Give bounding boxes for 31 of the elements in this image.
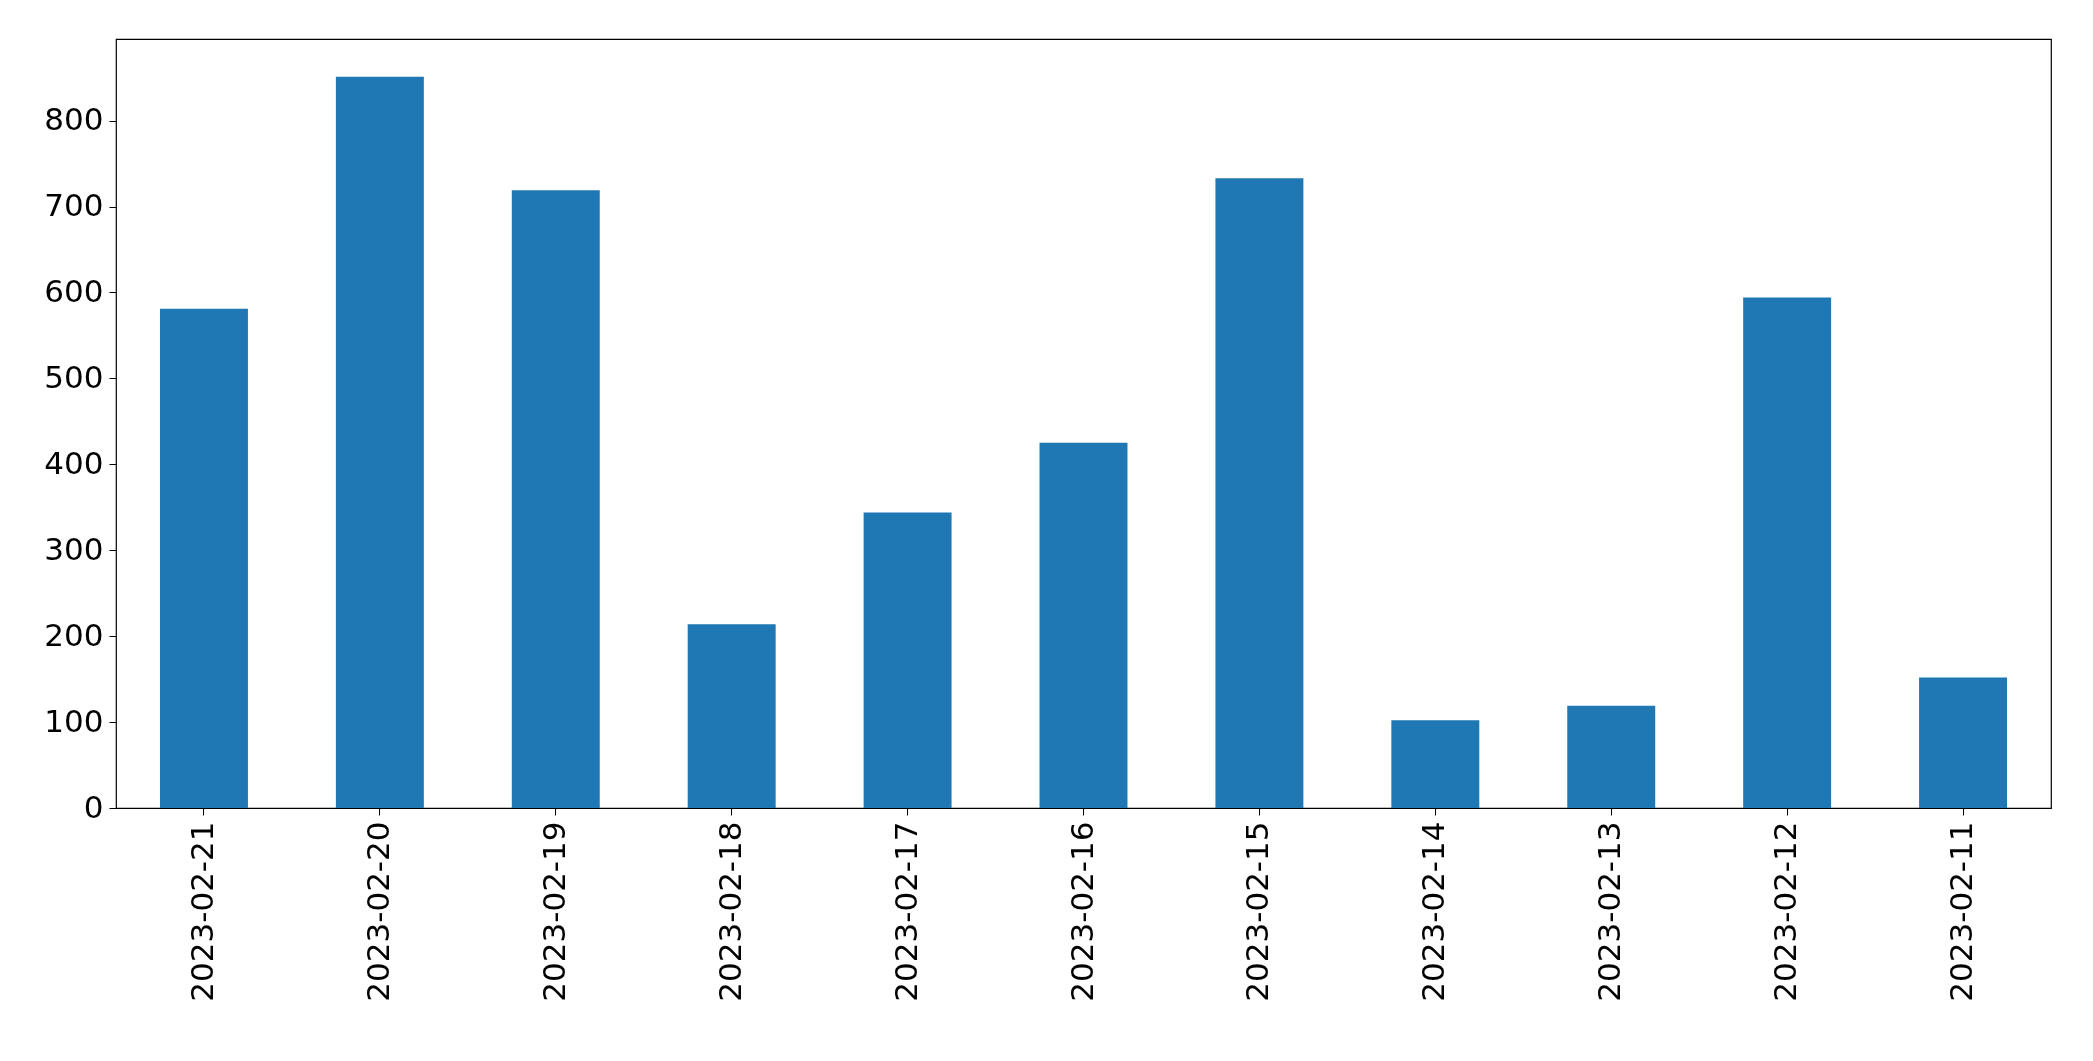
y-tick-label: 700 (44, 187, 104, 224)
x-tick-label: 2023-02-11 (1943, 821, 1980, 1002)
x-tick-label: 2023-02-13 (1591, 821, 1628, 1002)
y-tick-label: 300 (44, 530, 104, 567)
y-tick-label: 200 (44, 616, 104, 653)
bar (1039, 442, 1128, 808)
bar (1567, 705, 1656, 808)
bar (1743, 297, 1832, 808)
x-tick-label: 2023-02-12 (1767, 821, 1804, 1002)
bar (1391, 720, 1480, 808)
bar (511, 190, 600, 808)
bar (335, 76, 424, 808)
x-tick-label: 2023-02-18 (711, 821, 748, 1002)
x-tick-label: 2023-02-19 (535, 821, 572, 1002)
x-tick-label: 2023-02-20 (359, 821, 396, 1002)
y-tick-label: 800 (44, 101, 104, 138)
bar (687, 624, 776, 808)
x-tick-label: 2023-02-14 (1415, 821, 1452, 1002)
x-tick-label: 2023-02-15 (1239, 821, 1276, 1002)
y-tick-label: 400 (44, 444, 104, 481)
y-tick-label: 600 (44, 272, 104, 309)
x-tick-label: 2023-02-17 (887, 821, 924, 1002)
y-tick-label: 0 (83, 788, 104, 825)
bar (1919, 677, 2008, 808)
bar (863, 512, 952, 808)
y-tick-label: 100 (44, 702, 104, 739)
y-tick-label: 500 (44, 358, 104, 395)
x-tick-label: 2023-02-21 (183, 821, 220, 1002)
x-tick-label: 2023-02-16 (1063, 821, 1100, 1002)
bar (159, 308, 248, 808)
bar (1215, 178, 1304, 808)
